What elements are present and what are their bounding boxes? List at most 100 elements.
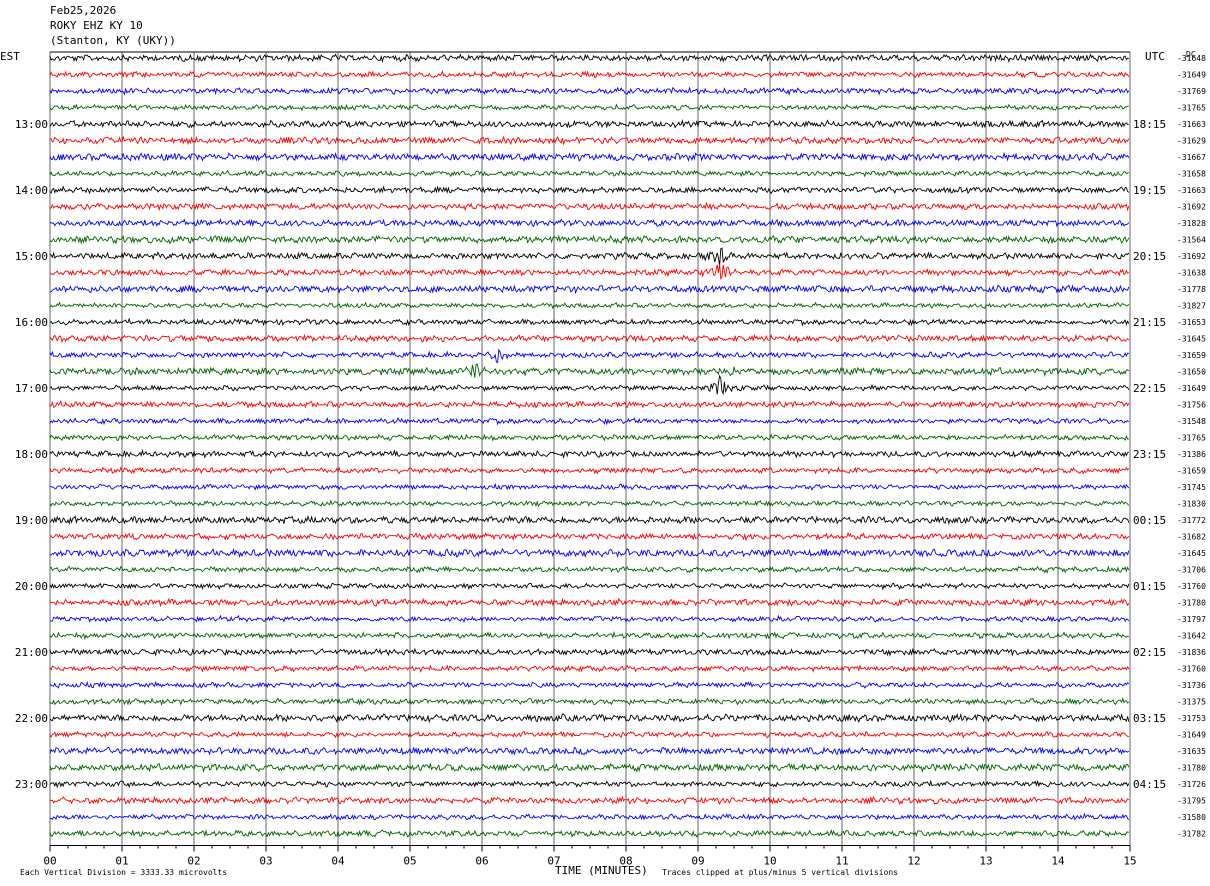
right-hour-label: 23:15 bbox=[1133, 448, 1166, 461]
dc-offset-label: -31736 bbox=[1177, 681, 1206, 690]
minute-gridlines bbox=[49, 51, 1131, 852]
dc-offset-label: -31795 bbox=[1177, 797, 1206, 806]
dc-offset-label: -31564 bbox=[1177, 236, 1206, 245]
left-hour-label: 13:00 bbox=[15, 118, 48, 131]
dc-offset-label: -31836 bbox=[1177, 648, 1206, 657]
trace-line bbox=[49, 234, 1130, 245]
axis-labels: 00 01 02 03 04 05 06 07 08 09 10 11 12 13 14 15 -31648 -3… bbox=[15, 54, 1206, 868]
dc-offset-label: -31706 bbox=[1177, 566, 1206, 575]
x-tick-label: 03 bbox=[259, 855, 272, 868]
dc-offset-label: -31650 bbox=[1177, 368, 1206, 377]
right-hour-label: 21:15 bbox=[1133, 316, 1166, 329]
x-tick-label: 05 bbox=[403, 855, 416, 868]
trace-line bbox=[49, 532, 1130, 542]
dc-offset-label: -31782 bbox=[1177, 830, 1206, 839]
right-axis-title: UTC bbox=[1145, 50, 1165, 63]
dc-offset-label: -31765 bbox=[1177, 434, 1206, 443]
dc-offset-label: -31659 bbox=[1177, 351, 1206, 360]
trace-line bbox=[49, 70, 1130, 79]
x-tick-label: 11 bbox=[835, 855, 848, 868]
left-hour-label: 15:00 bbox=[15, 250, 48, 263]
dc-offset-label: -31663 bbox=[1177, 120, 1206, 129]
dc-offset-label: -31648 bbox=[1177, 54, 1206, 63]
x-tick-label: 10 bbox=[763, 855, 776, 868]
trace-line bbox=[49, 301, 1130, 310]
trace-line bbox=[49, 795, 1130, 806]
trace-line bbox=[49, 779, 1130, 789]
dc-offset-label: -31663 bbox=[1177, 186, 1206, 195]
trace-line bbox=[49, 680, 1130, 689]
dc-offset-label: -31375 bbox=[1177, 698, 1206, 707]
dc-offset-label: -31760 bbox=[1177, 665, 1206, 674]
right-hour-label: 19:15 bbox=[1133, 184, 1166, 197]
trace-line bbox=[49, 730, 1130, 739]
dc-offset-label: -31828 bbox=[1177, 219, 1206, 228]
trace-line bbox=[49, 86, 1130, 96]
trace-line bbox=[49, 417, 1130, 426]
trace-line bbox=[49, 448, 1129, 460]
trace-line bbox=[49, 712, 1130, 724]
right-hour-label: 18:15 bbox=[1133, 118, 1166, 131]
x-tick-label: 04 bbox=[331, 855, 345, 868]
dc-offset-label: -31642 bbox=[1177, 632, 1206, 641]
trace-line bbox=[49, 466, 1130, 475]
left-hour-label: 22:00 bbox=[15, 712, 48, 725]
x-tick-label: 01 bbox=[115, 855, 128, 868]
dc-header: DC bbox=[1186, 50, 1196, 59]
dc-offset-label: -31653 bbox=[1177, 318, 1206, 327]
right-hour-label: 04:15 bbox=[1133, 778, 1166, 791]
x-tick-label: 15 bbox=[1123, 855, 1136, 868]
trace-line bbox=[49, 201, 1130, 212]
dc-offset-label: -31753 bbox=[1177, 714, 1206, 723]
x-tick-label: 12 bbox=[907, 855, 920, 868]
trace-line bbox=[49, 696, 1130, 707]
trace-line bbox=[49, 264, 1130, 281]
trace-line bbox=[49, 118, 1129, 129]
right-hour-label: 00:15 bbox=[1133, 514, 1166, 527]
dc-offset-label: -31638 bbox=[1177, 269, 1206, 278]
left-hour-label: 23:00 bbox=[15, 778, 48, 791]
left-hour-label: 16:00 bbox=[15, 316, 48, 329]
trace-line bbox=[49, 374, 1130, 396]
x-tick-label: 06 bbox=[475, 855, 488, 868]
trace-line bbox=[50, 547, 1130, 559]
dc-offset-label: -31756 bbox=[1177, 401, 1206, 410]
left-hour-label: 18:00 bbox=[15, 448, 48, 461]
x-tick-label: 02 bbox=[187, 855, 200, 868]
trace-line bbox=[49, 664, 1130, 673]
dc-offset-label: -31682 bbox=[1177, 533, 1206, 542]
header-station: ROKY EHZ KY 10 bbox=[50, 19, 143, 32]
dc-offset-label: -31827 bbox=[1177, 302, 1206, 311]
dc-offset-label: -31692 bbox=[1177, 203, 1206, 212]
dc-offset-label: -31658 bbox=[1177, 170, 1206, 179]
dc-offset-label: -31667 bbox=[1177, 153, 1206, 162]
dc-offset-label: -31386 bbox=[1177, 450, 1206, 459]
dc-offset-label: -31580 bbox=[1177, 813, 1206, 822]
trace-line bbox=[49, 647, 1130, 657]
header-location: (Stanton, KY (UKY)) bbox=[50, 34, 176, 47]
dc-offset-label: -31780 bbox=[1177, 599, 1206, 608]
scale-note: Each Vertical Division = 3333.33 microvo… bbox=[20, 868, 228, 877]
trace-line bbox=[49, 433, 1129, 442]
left-hour-label: 17:00 bbox=[15, 382, 48, 395]
dc-offset-label: -31797 bbox=[1177, 615, 1206, 624]
trace-line bbox=[49, 499, 1130, 508]
dc-offset-label: -31769 bbox=[1177, 87, 1206, 96]
trace-line bbox=[49, 283, 1130, 295]
trace-line bbox=[49, 514, 1130, 526]
dc-offset-label: -31649 bbox=[1177, 384, 1206, 393]
clip-note: Traces clipped at plus/minus 5 vertical … bbox=[662, 868, 899, 877]
trace-line bbox=[49, 333, 1130, 344]
x-tick-label: 13 bbox=[979, 855, 992, 868]
left-hour-label: 20:00 bbox=[15, 580, 48, 593]
trace-line bbox=[49, 151, 1130, 163]
dc-offset-label: -31765 bbox=[1177, 104, 1206, 113]
trace-line bbox=[49, 745, 1130, 756]
x-tick-label: 08 bbox=[619, 855, 632, 868]
left-hour-label: 19:00 bbox=[15, 514, 48, 527]
trace-line bbox=[49, 812, 1130, 822]
dc-offset-label: -31760 bbox=[1177, 582, 1206, 591]
dc-offset-label: -31659 bbox=[1177, 467, 1206, 476]
trace-line bbox=[49, 317, 1130, 327]
